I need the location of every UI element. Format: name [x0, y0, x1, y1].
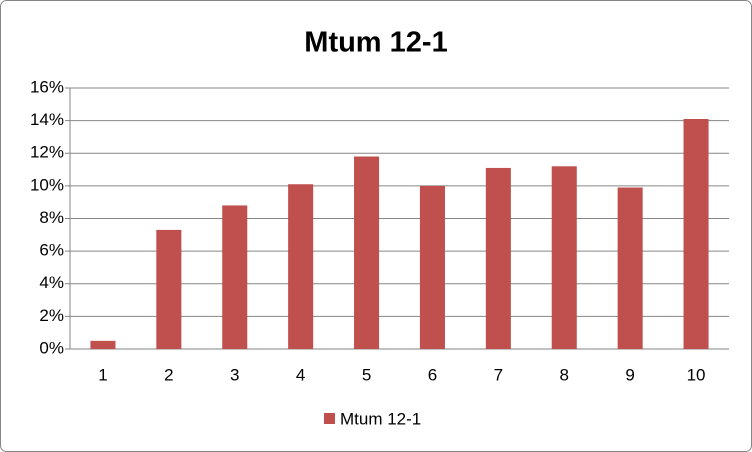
- x-tick-label: 3: [230, 365, 239, 384]
- x-tick-label: 8: [560, 365, 569, 384]
- bar: [419, 185, 445, 349]
- chart-title: Mtum 12-1: [304, 27, 447, 59]
- bar: [288, 184, 314, 349]
- y-tick-label: 8%: [39, 208, 64, 227]
- bar: [551, 166, 577, 349]
- y-tick-label: 16%: [30, 77, 64, 96]
- bar: [90, 340, 116, 349]
- bar: [222, 205, 248, 349]
- bar: [156, 229, 182, 349]
- y-tick-label: 12%: [30, 143, 64, 162]
- x-tick-label: 7: [494, 365, 503, 384]
- x-tick-label: 5: [362, 365, 371, 384]
- bar: [617, 187, 643, 349]
- y-tick-label: 6%: [39, 241, 64, 260]
- y-tick-label: 2%: [39, 306, 64, 325]
- bar: [354, 156, 380, 349]
- bar: [683, 118, 709, 350]
- y-tick-label: 4%: [39, 273, 64, 292]
- legend-label: Mtum 12-1: [340, 409, 421, 428]
- x-tick-label: 6: [428, 365, 437, 384]
- bar: [485, 167, 511, 349]
- y-tick-label: 0%: [39, 338, 64, 357]
- legend-swatch: [324, 413, 335, 424]
- x-tick-label: 1: [98, 365, 107, 384]
- x-tick-label: 9: [625, 365, 634, 384]
- y-tick-label: 14%: [30, 110, 64, 129]
- x-tick-label: 10: [687, 365, 706, 384]
- x-tick-label: 2: [164, 365, 173, 384]
- y-tick-label: 10%: [30, 175, 64, 194]
- x-tick-label: 4: [296, 365, 305, 384]
